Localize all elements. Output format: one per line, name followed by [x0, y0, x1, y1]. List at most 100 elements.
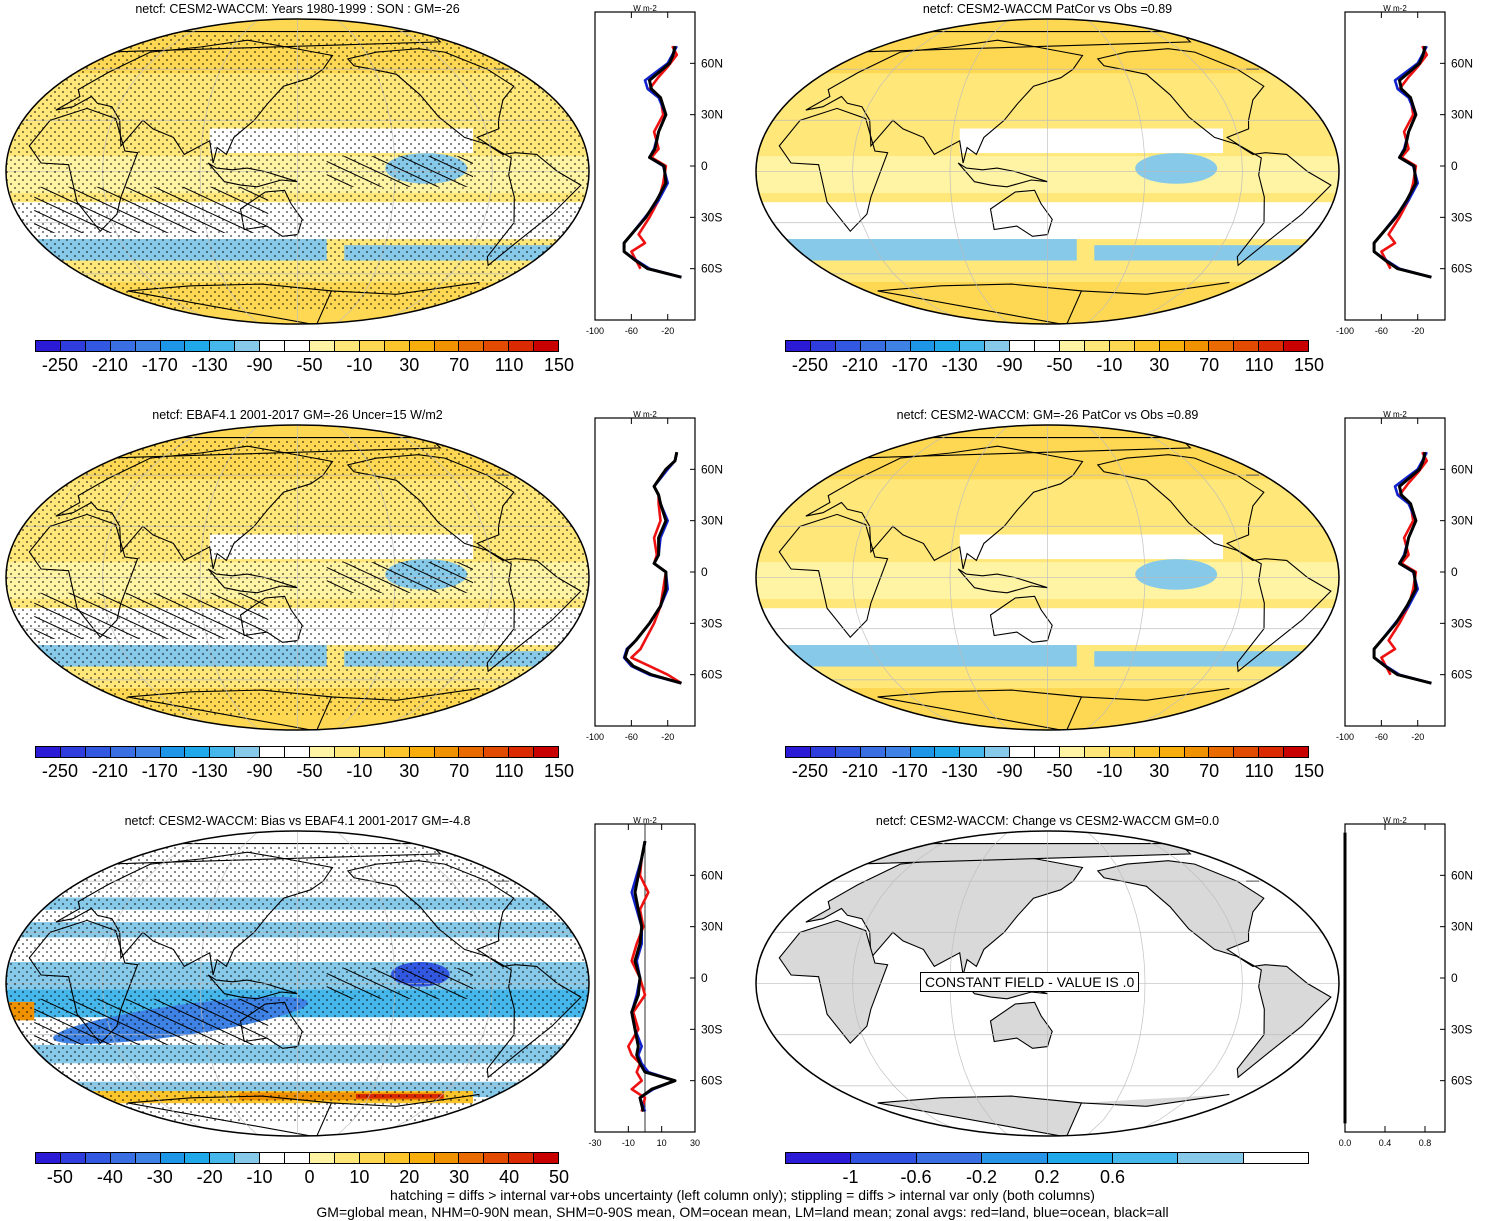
- zonal-series-ocean: [1372, 45, 1432, 279]
- colorbar-3: [35, 746, 559, 758]
- colorbar-swatch: [1112, 1153, 1179, 1163]
- zonal-series-all: [623, 451, 682, 685]
- colorbar-swatch: [60, 341, 86, 351]
- colorbar-tick-label: -130: [191, 761, 228, 781]
- colorbar-swatch: [135, 341, 161, 351]
- zonal-y-tick-label: 0: [1451, 565, 1458, 579]
- colorbar-swatch: [1084, 747, 1110, 757]
- colorbar-swatch: [1109, 747, 1135, 757]
- colorbar-tick-label: 0.2: [1034, 1167, 1060, 1187]
- colorbar-swatch: [1047, 1153, 1113, 1163]
- colorbar-swatch: [1134, 747, 1160, 757]
- colorbar-swatch: [1243, 1153, 1308, 1163]
- colorbar-swatch: [135, 1153, 161, 1163]
- colorbar-swatch: [334, 747, 360, 757]
- colorbar-tick-label: 150: [1293, 355, 1325, 375]
- colorbar-swatch: [60, 1153, 86, 1163]
- colorbar-swatch: [459, 341, 485, 351]
- colorbar-swatch: [1134, 341, 1160, 351]
- colorbar-swatch: [786, 1153, 852, 1163]
- colorbar-swatch: [1010, 747, 1036, 757]
- map-panel-1: [5, 18, 590, 325]
- colorbar-swatch: [309, 747, 335, 757]
- colorbar-tick-label: 70: [1199, 761, 1220, 781]
- colorbar-swatch: [185, 747, 211, 757]
- zonal-y-tick-label: 60N: [1451, 868, 1473, 882]
- zonal-series-all: [622, 45, 682, 279]
- colorbar-tick-label: -130: [941, 761, 978, 781]
- land-outline-australia: [989, 189, 1053, 237]
- zonal-x-tick-label: -30: [588, 1138, 601, 1148]
- colorbar-tick-label: -170: [891, 761, 928, 781]
- zonal-y-tick-label: 60N: [1451, 56, 1473, 70]
- colorbar-tick-label: -50: [296, 355, 323, 375]
- panel-title-1: netcf: CESM2-WACCM: Years 1980-1999 : SO…: [135, 2, 460, 16]
- colorbar-swatch: [786, 747, 811, 757]
- zonal-mean-plot-4: W m-2 60N 30N 0 30S 60S -100 -60 -20: [1336, 410, 1473, 742]
- colorbar-swatch: [85, 747, 111, 757]
- colorbar-5: [35, 1152, 559, 1164]
- colorbar-swatch: [786, 341, 811, 351]
- colorbar-swatch: [1234, 341, 1260, 351]
- zonal-frame: [594, 11, 696, 321]
- colorbar-swatch: [1159, 341, 1185, 351]
- colorbar-1: [35, 340, 559, 352]
- panel-title-2: netcf: CESM2-WACCM PatCor vs Obs =0.89: [922, 2, 1173, 16]
- land-outline-africa: [778, 919, 889, 1045]
- zonal-y-tick-label: 30N: [1451, 108, 1473, 122]
- zonal-y-tick-label: 30N: [701, 108, 723, 122]
- zonal-x-tick-label: -20: [1411, 732, 1424, 742]
- colorbar-swatch: [60, 747, 86, 757]
- colorbar-swatch: [36, 341, 61, 351]
- colorbar-swatch: [160, 747, 186, 757]
- colorbar-swatch: [459, 1153, 485, 1163]
- colorbar-tick-label: -210: [841, 761, 878, 781]
- zonal-y-tick-label: 60S: [1451, 1074, 1472, 1088]
- zonal-mean-plot-5: W m-2 60N 30N 0 30S 60S -30 -10 10 30: [588, 816, 723, 1148]
- colorbar-swatch: [359, 747, 385, 757]
- zonal-series-ocean: [1372, 451, 1432, 685]
- colorbar-swatch: [160, 341, 186, 351]
- map-panel-5: [5, 830, 590, 1137]
- zonal-x-tick-label: -60: [1375, 732, 1388, 742]
- colorbar-swatch: [885, 341, 911, 351]
- zonal-y-tick-label: 30S: [1451, 1022, 1472, 1036]
- colorbar-tick-label: -250: [791, 355, 828, 375]
- zonal-y-tick-label: 30S: [1451, 210, 1472, 224]
- colorbar-swatch: [235, 747, 261, 757]
- colorbar-swatch: [235, 1153, 261, 1163]
- zonal-frame: [594, 417, 696, 727]
- colorbar-swatch: [285, 1153, 310, 1163]
- panel-title-4: netcf: CESM2-WACCM: GM=-26 PatCor vs Obs…: [896, 408, 1199, 422]
- colorbar-tick-label: 10: [349, 1167, 370, 1187]
- zonal-x-tick-label: 30: [690, 1138, 700, 1148]
- zonal-y-tick-label: 30S: [1451, 616, 1472, 630]
- colorbar-swatch: [860, 747, 886, 757]
- colorbar-tick-label: -90: [246, 761, 273, 781]
- colorbar-swatch: [85, 1153, 111, 1163]
- zonal-mean-plot-6: W m-2 60N 30N 0 30S 60S 0.0 0.4 0.8: [1339, 816, 1473, 1148]
- map-panel-4: [755, 424, 1340, 731]
- colorbar-tick-label: 30: [399, 761, 420, 781]
- zonal-mean-plot-3: W m-2 60N 30N 0 30S 60S -100 -60 -20: [586, 410, 723, 742]
- colorbar-swatch: [509, 747, 535, 757]
- colorbar-tick-label: 70: [1199, 355, 1220, 375]
- colorbar-tick-label: 30: [449, 1167, 470, 1187]
- colorbar-tick-label: -10: [346, 761, 373, 781]
- colorbar-swatch: [885, 747, 911, 757]
- colorbar-tick-label: -130: [941, 355, 978, 375]
- colorbar-tick-label: 0.6: [1099, 1167, 1126, 1187]
- colorbar-tick-label: 110: [1244, 761, 1274, 781]
- colorbar-tick-label: -90: [996, 761, 1023, 781]
- panel-title-5: netcf: CESM2-WACCM: Bias vs EBAF4.1 2001…: [124, 814, 471, 828]
- colorbar-tick-label: -210: [841, 355, 878, 375]
- colorbar-swatch: [1259, 341, 1285, 351]
- zonal-x-tick-label: -100: [586, 732, 604, 742]
- zonal-x-tick-label: 0.8: [1419, 1138, 1432, 1148]
- colorbar-tick-label: -170: [141, 355, 178, 375]
- colorbar-swatch: [434, 341, 460, 351]
- colorbar-swatch: [935, 341, 961, 351]
- colorbar-swatch: [110, 1153, 136, 1163]
- constant-field-label: CONSTANT FIELD - VALUE IS .0: [920, 972, 1140, 992]
- colorbar-swatch: [1184, 747, 1210, 757]
